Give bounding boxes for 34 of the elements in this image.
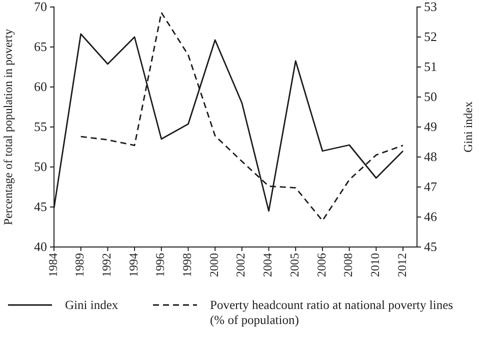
y2-tick-label: 47: [424, 179, 438, 194]
x-tick-label: 1996: [153, 253, 168, 277]
x-tick-label: 1992: [99, 253, 114, 277]
y2-tick-label: 45: [424, 239, 437, 254]
y-tick-label: 60: [34, 79, 47, 94]
x-tick-label: 1998: [180, 253, 194, 277]
x-tick-label: 2010: [368, 253, 382, 277]
x-tick-label: 1989: [72, 253, 87, 277]
x-tick-label: 1984: [46, 253, 60, 277]
y-tick-label: 65: [34, 39, 47, 54]
y2-axis-title: Gini index: [461, 102, 475, 152]
y2-tick-label: 50: [424, 89, 437, 104]
y2-tick-label: 48: [424, 149, 437, 164]
x-tick-label: 2008: [341, 253, 356, 277]
x-tick-label: 1994: [126, 253, 140, 277]
y2-tick-label: 46: [424, 209, 438, 224]
y-axis-title: Percentage of total population in poverty: [1, 28, 15, 226]
y2-tick-label: 49: [424, 119, 437, 134]
y-tick-label: 45: [34, 199, 47, 214]
y-tick-label: 70: [34, 0, 47, 14]
x-tick-label: 2006: [314, 253, 328, 277]
y-tick-label: 55: [34, 119, 47, 134]
x-tick-label: 2002: [234, 253, 248, 277]
legend-label: Gini index: [65, 298, 119, 312]
y-tick-label: 40: [34, 239, 47, 254]
x-tick-label: 2005: [287, 253, 302, 277]
x-tick-label: 2004: [260, 253, 275, 277]
legend-label: Poverty headcount ratio at national poverty lines (% of population): [210, 298, 454, 327]
x-tick-label: 2000: [206, 253, 221, 277]
x-tick-label: 2012: [394, 253, 409, 277]
y2-tick-label: 52: [424, 29, 437, 44]
y2-tick-label: 53: [424, 0, 437, 14]
y-tick-label: 50: [34, 159, 47, 174]
y2-tick-label: 51: [424, 59, 437, 74]
